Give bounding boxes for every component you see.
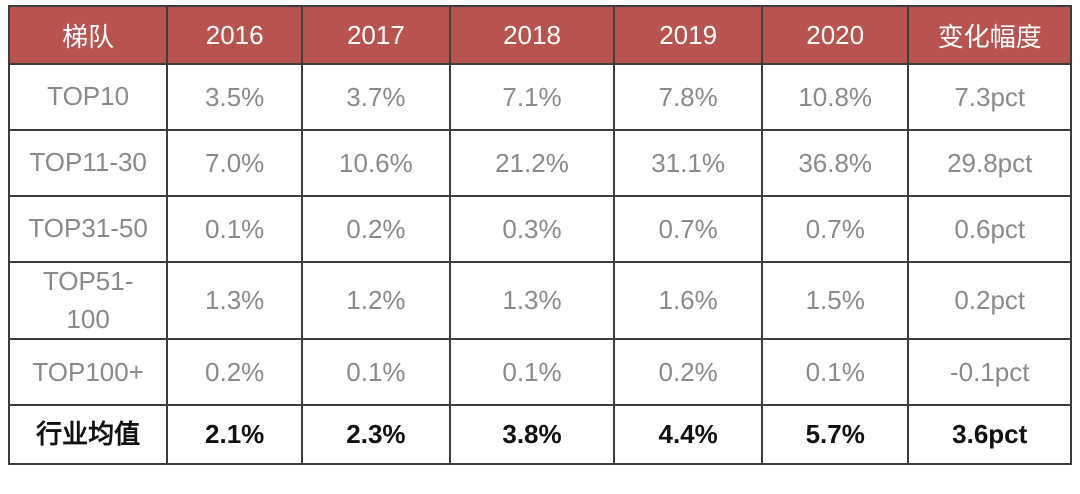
header-cell-year-2020: 2020 (760, 5, 910, 65)
table-cell: 0.1% (166, 195, 304, 263)
table-row-top100plus: TOP100+ 0.2% 0.1% 0.1% 0.2% 0.1% -0.1pct (7, 338, 1072, 407)
table-cell: 0.2% (301, 195, 451, 263)
tier-label: 行业均值 (36, 419, 141, 450)
header-cell-year-2018: 2018 (448, 5, 616, 65)
tier-label: TOP31-50 (28, 213, 148, 244)
table-cell: 4.4% (613, 404, 763, 466)
table-cell: 0.7% (760, 195, 910, 263)
header-cell-year-2016: 2016 (166, 5, 304, 65)
table-cell: 10.6% (301, 129, 451, 197)
table-cell: 3.7% (301, 63, 451, 131)
table-cell: 0.2% (613, 338, 763, 407)
table-cell: 0.1% (448, 338, 616, 407)
table-cell: 0.6pct (907, 195, 1072, 263)
table-cell: 2.1% (166, 404, 304, 466)
table-cell: 0.2pct (907, 260, 1072, 341)
table-cell: 1.6% (613, 260, 763, 341)
table-cell: 36.8% (760, 129, 910, 197)
table-cell: 2.3% (301, 404, 451, 466)
header-cell-tier: 梯队 (7, 5, 169, 65)
header-cell-change: 变化幅度 (907, 5, 1072, 65)
table-cell: 31.1% (613, 129, 763, 197)
table-row-industry-average: 行业均值 2.1% 2.3% 3.8% 4.4% 5.7% 3.6pct (7, 404, 1072, 466)
table-cell: 7.8% (613, 63, 763, 131)
table-row-top11-30: TOP11-30 7.0% 10.6% 21.2% 31.1% 36.8% 29… (7, 129, 1072, 197)
table-cell: 21.2% (448, 129, 616, 197)
table-cell: 7.0% (166, 129, 304, 197)
table-cell: 7.3pct (907, 63, 1072, 131)
table-cell: 1.3% (448, 260, 616, 341)
table-cell: 0.1% (301, 338, 451, 407)
tier-label: TOP100+ (32, 356, 144, 387)
table-cell: 29.8pct (907, 129, 1072, 197)
table-cell: 0.1% (760, 338, 910, 407)
table-row-top10: TOP10 3.5% 3.7% 7.1% 7.8% 10.8% 7.3pct (7, 63, 1072, 131)
table-cell: 3.8% (448, 404, 616, 466)
tier-label: TOP11-30 (29, 147, 147, 178)
table-cell: 5.7% (760, 404, 910, 466)
header-row: 梯队 2016 2017 2018 2019 2020 变化幅度 (7, 5, 1072, 65)
tier-share-table: 梯队 2016 2017 2018 2019 2020 变化幅度 TOP10 3… (7, 5, 1072, 466)
header-cell-year-2017: 2017 (301, 5, 451, 65)
tier-label: TOP51-100 (42, 266, 134, 334)
tier-label: TOP10 (47, 81, 130, 112)
tier-cell: TOP51-100 (7, 260, 169, 341)
table-cell: 10.8% (760, 63, 910, 131)
tier-cell: TOP10 (7, 63, 169, 131)
tier-cell: 行业均值 (7, 404, 169, 466)
table-row-top31-50: TOP31-50 0.1% 0.2% 0.3% 0.7% 0.7% 0.6pct (7, 195, 1072, 263)
table-row-top51-100: TOP51-100 1.3% 1.2% 1.3% 1.6% 1.5% 0.2pc… (7, 260, 1072, 341)
tier-cell: TOP31-50 (7, 195, 169, 263)
table-cell: 0.2% (166, 338, 304, 407)
table-cell: 3.5% (166, 63, 304, 131)
header-cell-year-2019: 2019 (613, 5, 763, 65)
table-cell: 3.6pct (907, 404, 1072, 466)
table-cell: 0.7% (613, 195, 763, 263)
table-cell: 1.5% (760, 260, 910, 341)
tier-cell: TOP100+ (7, 338, 169, 407)
table-cell: 1.3% (166, 260, 304, 341)
tier-cell: TOP11-30 (7, 129, 169, 197)
table-cell: 7.1% (448, 63, 616, 131)
table-cell: 0.3% (448, 195, 616, 263)
table-cell: 1.2% (301, 260, 451, 341)
table-cell: -0.1pct (907, 338, 1072, 407)
